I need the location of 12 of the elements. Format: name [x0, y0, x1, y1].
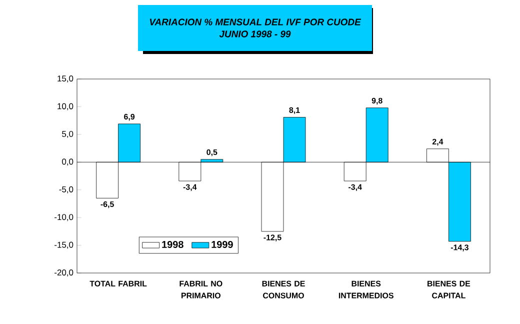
y-tick-label: 5,0 — [62, 130, 74, 138]
chart-subtitle: JUNIO 1998 - 99 — [219, 30, 291, 38]
y-tick-label: -20,0 — [54, 270, 74, 276]
legend-label: 1999 — [212, 240, 233, 248]
legend-label: 1998 — [162, 240, 184, 248]
y-tick-label: 0,0 — [62, 158, 74, 166]
y-tick-label: -5,0 — [59, 186, 74, 194]
y-tick-label: 10,0 — [58, 103, 74, 110]
y-tick-label: -15,0 — [54, 242, 74, 249]
y-tick-label: 15,0 — [58, 76, 74, 82]
chart-title: VARIACION % MENSUAL DEL IVF POR CUODE — [150, 18, 362, 26]
y-tick-label: -10,0 — [54, 214, 74, 222]
